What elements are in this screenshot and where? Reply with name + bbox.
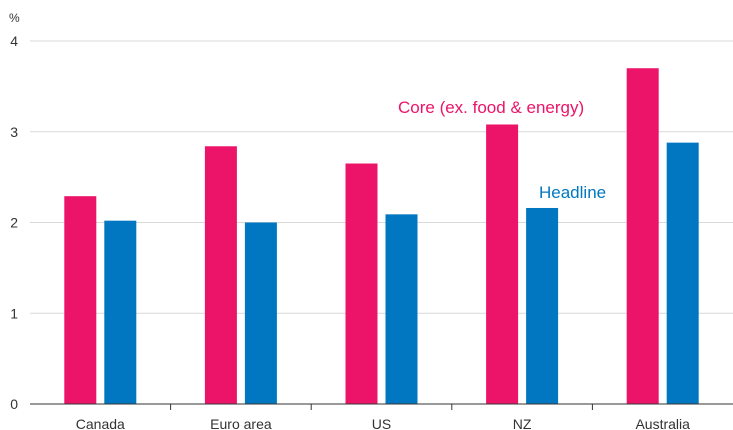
x-tick-label-canada: Canada: [76, 416, 125, 430]
bar-us-series-1: [385, 214, 418, 404]
x-tick-label-australia: Australia: [635, 416, 690, 430]
y-tick-label-4: 4: [10, 33, 18, 49]
x-tick-label-us: US: [372, 416, 391, 430]
y-tick-label-1: 1: [10, 305, 18, 321]
bar-nz-series-0: [486, 124, 519, 405]
x-axis: Canada Euro area US NZ Australia: [30, 403, 733, 430]
bar-nz-series-1: [526, 207, 559, 404]
bar-euro-area-series-0: [204, 146, 237, 404]
y-tick-label-2: 2: [10, 215, 18, 231]
series-label-headline: Headline: [539, 183, 606, 202]
y-tick-label-3: 3: [10, 124, 18, 140]
bar-australia-series-0: [626, 68, 659, 404]
bar-us-series-0: [345, 163, 378, 404]
x-tick-label-euro-area: Euro area: [210, 416, 272, 430]
series-label-core: Core (ex. food & energy): [398, 98, 584, 117]
bar-australia-series-1: [666, 142, 699, 404]
bars: [64, 68, 699, 405]
bar-euro-area-series-1: [244, 222, 277, 404]
y-axis-unit-label: %: [9, 11, 20, 25]
bar-canada-series-0: [64, 196, 97, 404]
y-tick-label-0: 0: [10, 396, 18, 412]
bar-canada-series-1: [104, 220, 137, 404]
x-tick-label-nz: NZ: [513, 416, 532, 430]
gridlines: [30, 40, 733, 314]
y-axis-ticks: 0 1 2 3 4: [10, 33, 18, 412]
